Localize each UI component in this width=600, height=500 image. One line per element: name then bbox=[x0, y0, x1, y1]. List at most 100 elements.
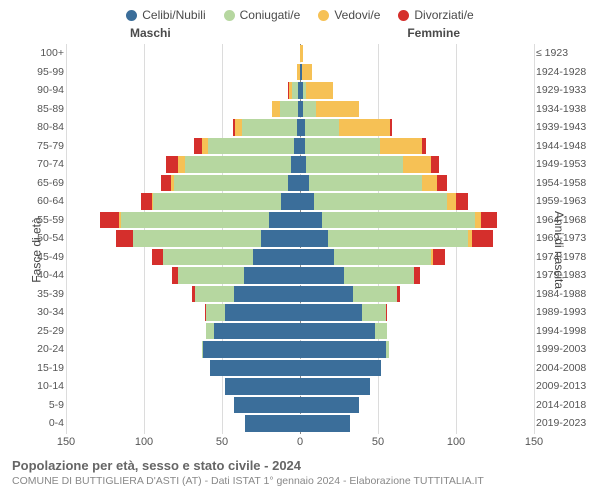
age-row: 80-841939-1943 bbox=[66, 118, 534, 137]
age-row: 10-142009-2013 bbox=[66, 377, 534, 396]
bar-segment-widowed bbox=[339, 119, 390, 136]
bar-segment-married bbox=[334, 249, 431, 266]
bar-segment-widowed bbox=[316, 101, 360, 118]
plot-area: 100+≤ 192395-991924-192890-941929-193385… bbox=[66, 44, 534, 434]
age-row: 15-192004-2008 bbox=[66, 359, 534, 378]
bar-segment-divorced bbox=[116, 230, 133, 247]
bar-segment-married bbox=[314, 193, 447, 210]
birth-year-label: 1959-1963 bbox=[536, 195, 590, 207]
age-row: 0-42019-2023 bbox=[66, 414, 534, 433]
legend-swatch bbox=[398, 10, 409, 21]
bar-segment-married bbox=[195, 286, 234, 303]
bar-segment-widowed bbox=[272, 101, 280, 118]
bar-segment-divorced bbox=[472, 230, 494, 247]
bar-segment-married bbox=[163, 249, 253, 266]
bar-segment-married bbox=[305, 138, 380, 155]
age-row: 85-891934-1938 bbox=[66, 100, 534, 119]
x-tick: 150 bbox=[57, 436, 75, 448]
age-label: 75-79 bbox=[24, 140, 64, 152]
male-bar bbox=[225, 378, 300, 395]
female-bar bbox=[300, 378, 370, 395]
male-bar bbox=[161, 175, 300, 192]
bar-segment-divorced bbox=[422, 138, 427, 155]
age-label: 65-69 bbox=[24, 177, 64, 189]
x-tick: 100 bbox=[135, 436, 153, 448]
birth-year-label: 1979-1983 bbox=[536, 269, 590, 281]
age-row: 30-341989-1993 bbox=[66, 303, 534, 322]
age-label: 5-9 bbox=[24, 399, 64, 411]
age-row: 45-491974-1978 bbox=[66, 248, 534, 267]
male-bar bbox=[116, 230, 300, 247]
bar-segment-divorced bbox=[456, 193, 468, 210]
male-bar bbox=[141, 193, 300, 210]
population-pyramid-chart: Celibi/NubiliConiugati/eVedovi/eDivorzia… bbox=[0, 0, 600, 500]
bar-segment-single bbox=[253, 249, 300, 266]
male-bar bbox=[233, 119, 300, 136]
bar-segment-widowed bbox=[300, 45, 303, 62]
legend-item: Coniugati/e bbox=[224, 8, 301, 22]
birth-year-label: 1949-1953 bbox=[536, 158, 590, 170]
birth-year-label: 2014-2018 bbox=[536, 399, 590, 411]
female-bar bbox=[300, 267, 420, 284]
bar-segment-single bbox=[225, 304, 300, 321]
female-bar bbox=[300, 64, 312, 81]
age-row: 95-991924-1928 bbox=[66, 63, 534, 82]
bar-segment-married bbox=[280, 101, 299, 118]
age-row: 65-691954-1958 bbox=[66, 174, 534, 193]
birth-year-label: 1969-1973 bbox=[536, 232, 590, 244]
bar-segment-married bbox=[306, 156, 403, 173]
x-tick: 50 bbox=[216, 436, 228, 448]
birth-year-label: 1944-1948 bbox=[536, 140, 590, 152]
female-bar bbox=[300, 360, 381, 377]
female-bar bbox=[300, 341, 389, 358]
bar-segment-single bbox=[245, 415, 300, 432]
bar-segment-single bbox=[300, 175, 309, 192]
bar-segment-single bbox=[203, 341, 300, 358]
bar-segment-married bbox=[303, 101, 315, 118]
male-bar bbox=[288, 82, 300, 99]
age-row: 70-741949-1953 bbox=[66, 155, 534, 174]
bar-segment-divorced bbox=[431, 156, 439, 173]
female-bar bbox=[300, 230, 493, 247]
x-tick: 100 bbox=[447, 436, 465, 448]
bar-segment-divorced bbox=[397, 286, 400, 303]
female-bar bbox=[300, 138, 426, 155]
bar-segment-divorced bbox=[152, 249, 163, 266]
chart-footer: Popolazione per età, sesso e stato civil… bbox=[10, 458, 590, 487]
bar-segment-single bbox=[300, 397, 359, 414]
age-label: 85-89 bbox=[24, 103, 64, 115]
bar-segment-married bbox=[362, 304, 385, 321]
bar-segment-divorced bbox=[194, 138, 202, 155]
age-row: 35-391984-1988 bbox=[66, 285, 534, 304]
bar-segment-single bbox=[234, 397, 300, 414]
bar-segment-married bbox=[133, 230, 261, 247]
birth-year-label: 1929-1933 bbox=[536, 84, 590, 96]
bar-segment-single bbox=[225, 378, 300, 395]
male-bar bbox=[172, 267, 300, 284]
male-bar bbox=[152, 249, 300, 266]
female-bar bbox=[300, 156, 439, 173]
bar-segment-married bbox=[386, 341, 389, 358]
bar-segment-widowed bbox=[235, 119, 243, 136]
x-tick: 150 bbox=[525, 436, 543, 448]
male-bar bbox=[166, 156, 300, 173]
female-bar bbox=[300, 323, 387, 340]
age-row: 20-241999-2003 bbox=[66, 340, 534, 359]
bar-segment-married bbox=[309, 175, 421, 192]
birth-year-label: 1924-1928 bbox=[536, 66, 590, 78]
bar-segment-single bbox=[214, 323, 300, 340]
male-bar bbox=[202, 341, 300, 358]
bar-segment-single bbox=[300, 212, 322, 229]
birth-year-label: 1939-1943 bbox=[536, 121, 590, 133]
age-label: 70-74 bbox=[24, 158, 64, 170]
male-bar bbox=[245, 415, 300, 432]
female-bar bbox=[300, 286, 400, 303]
legend-label: Vedovi/e bbox=[334, 8, 380, 22]
bar-segment-divorced bbox=[433, 249, 445, 266]
bar-segment-single bbox=[300, 341, 386, 358]
female-bar bbox=[300, 175, 447, 192]
x-tick: 50 bbox=[372, 436, 384, 448]
bar-segment-single bbox=[300, 304, 362, 321]
bar-segment-widowed bbox=[422, 175, 438, 192]
age-label: 80-84 bbox=[24, 121, 64, 133]
